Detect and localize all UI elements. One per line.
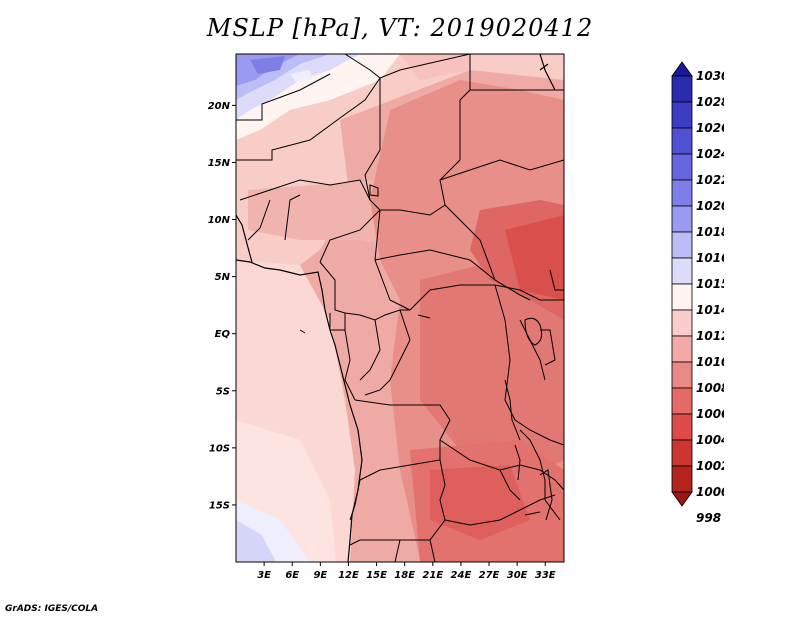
lat-tick-label: 15N (208, 158, 231, 169)
colorbar-top-arrow (671, 61, 693, 77)
grads-credit: GrADS: IGES/COLA (5, 604, 99, 614)
colorbar-box (671, 413, 693, 441)
colorbar-label: 1016 (696, 251, 724, 265)
colorbar-label: 1002 (696, 459, 724, 473)
lat-tick-label: 5N (215, 272, 231, 283)
map-title: MSLP [hPa], VT: 2019020412 (206, 14, 594, 42)
lakes (299, 184, 553, 521)
lon-tick-label: 12E (338, 570, 359, 581)
colorbar-box (671, 257, 693, 285)
lon-tick-label: 3E (257, 570, 271, 581)
colorbar-box (671, 231, 693, 259)
colorbar-label: 1004 (696, 433, 724, 447)
colorbar-label: 1008 (696, 381, 724, 395)
lat-tick-label: 10S (209, 443, 230, 454)
lon-tick-label: 15E (366, 570, 387, 581)
colorbar-label: 1024 (696, 147, 724, 161)
lon-tick-label: 33E (535, 570, 556, 581)
colorbar-label: 1026 (696, 121, 724, 135)
colorbar-label: 1006 (696, 407, 724, 421)
colorbar-bottom-arrow (671, 491, 693, 507)
lat-tick-label: 15S (209, 500, 230, 511)
latitude-axis: 20N 15N 10N 5N EQ 5S 10S 15S (208, 101, 236, 511)
colorbar-box (671, 179, 693, 207)
lon-tick-label: 21E (422, 570, 443, 581)
colorbar-label: 1010 (696, 355, 724, 369)
colorbar-box (671, 335, 693, 363)
colorbar-box (671, 75, 693, 103)
lat-tick-label: 20N (208, 101, 231, 112)
colorbar-box (671, 439, 693, 467)
colorbar-box (671, 361, 693, 389)
lat-tick-label: 10N (208, 215, 231, 226)
pressure-field (236, 54, 564, 562)
colorbar-label: 1022 (696, 173, 724, 187)
colorbar-box (671, 465, 693, 493)
lon-tick-label: 24E (451, 570, 472, 581)
colorbar: 1030 1028 1026 1024 1022 1020 1018 1016 1015 1014… (671, 61, 724, 525)
colorbar-label: 1000 (696, 485, 724, 499)
lon-tick-label: 6E (285, 570, 299, 581)
colorbar-box (671, 127, 693, 155)
colorbar-box (671, 387, 693, 415)
lat-tick-label: EQ (215, 329, 231, 340)
map-frame (235, 53, 565, 563)
longitude-axis: 3E 6E 9E 12E 15E 18E 21E 24E 27E 30E 33E (257, 562, 556, 581)
colorbar-label: 1030 (696, 69, 724, 83)
lon-tick-label: 27E (479, 570, 500, 581)
colorbar-box (671, 309, 693, 337)
colorbar-box (671, 101, 693, 129)
colorbar-box (671, 283, 693, 311)
lat-tick-label: 5S (216, 386, 230, 397)
colorbar-label: 1014 (696, 303, 724, 317)
colorbar-label: 1020 (696, 199, 724, 213)
colorbar-box (671, 153, 693, 181)
colorbar-label: 1018 (696, 225, 724, 239)
colorbar-label: 1015 (696, 277, 724, 291)
lon-tick-label: 18E (394, 570, 415, 581)
country-borders (236, 54, 564, 562)
colorbar-box (671, 205, 693, 233)
colorbar-label: 1012 (696, 329, 724, 343)
colorbar-label: 1028 (696, 95, 724, 109)
coastline (236, 54, 556, 562)
colorbar-label: 998 (696, 511, 721, 525)
lon-tick-label: 9E (313, 570, 327, 581)
lon-tick-label: 30E (507, 570, 528, 581)
